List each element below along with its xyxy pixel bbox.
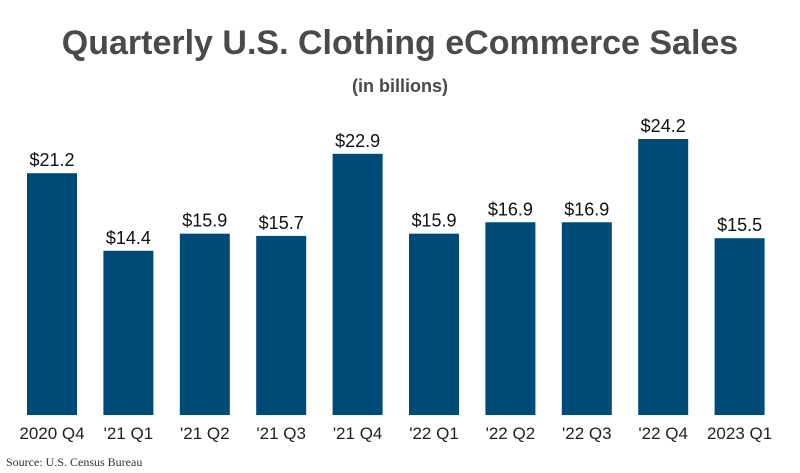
bar: [561, 222, 612, 415]
x-tick-label: '22 Q1: [409, 424, 459, 443]
chart-title: Quarterly U.S. Clothing eCommerce Sales: [61, 24, 739, 62]
x-tick-label: '22 Q4: [638, 424, 688, 443]
bar-value-label: $15.9: [182, 211, 227, 231]
bar-value-label: $14.4: [106, 228, 151, 248]
bar-value-label: $16.9: [488, 199, 533, 219]
bar-value-label: $15.7: [259, 213, 304, 233]
bar: [27, 173, 77, 415]
bar: [714, 238, 765, 415]
bar-value-label: $16.9: [564, 199, 609, 219]
bar: [256, 235, 307, 415]
bar: [179, 233, 230, 415]
x-tick-label: 2020 Q4: [19, 424, 84, 443]
bar-value-label: $22.9: [335, 131, 380, 151]
bar: [332, 153, 383, 415]
bar-value-label: $15.5: [717, 215, 762, 235]
bar: [638, 139, 689, 415]
bar: [409, 233, 459, 415]
x-tick-label: '21 Q3: [256, 424, 306, 443]
bar: [103, 250, 154, 415]
x-tick-label: 2023 Q1: [707, 424, 772, 443]
bar-value-label: $24.2: [641, 116, 686, 136]
x-tick-label: '22 Q2: [486, 424, 536, 443]
x-tick-label: '22 Q3: [562, 424, 612, 443]
chart-subtitle: (in billions): [352, 76, 448, 96]
bar-value-label: $15.9: [411, 211, 456, 231]
source-note: Source: U.S. Census Bureau: [6, 455, 143, 469]
bar: [485, 222, 536, 415]
x-tick-label: '21 Q1: [104, 424, 154, 443]
x-tick-label: '21 Q4: [333, 424, 383, 443]
x-tick-label: '21 Q2: [180, 424, 230, 443]
bar-value-label: $21.2: [29, 150, 74, 170]
